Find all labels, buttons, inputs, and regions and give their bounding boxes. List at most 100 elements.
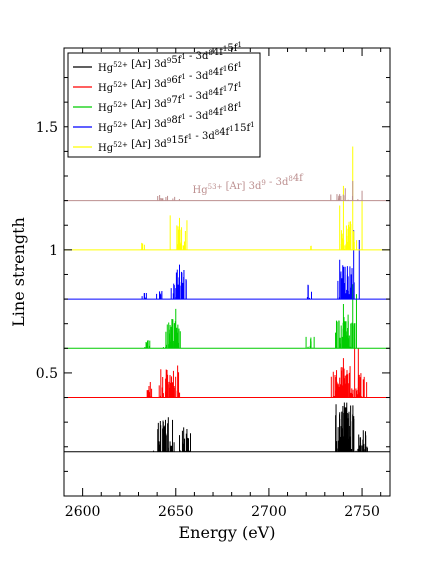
series-lines bbox=[141, 230, 360, 300]
txt: Hg bbox=[98, 63, 114, 74]
sup: 9 bbox=[167, 137, 171, 145]
legend-entry: Hg52+ [Ar] 3d95f1 - 3d84f15f1 bbox=[98, 41, 242, 74]
sup: 1 bbox=[181, 73, 185, 81]
sup: 1 bbox=[223, 85, 227, 93]
txt: - 3d bbox=[266, 177, 289, 188]
txt: 6f bbox=[171, 75, 182, 86]
txt: 15f bbox=[234, 123, 252, 134]
txt: Hg bbox=[98, 83, 114, 94]
y-axis-title: Line strength bbox=[9, 217, 28, 327]
txt: [Ar] 3d bbox=[128, 119, 168, 130]
sup: 8 bbox=[208, 89, 212, 97]
txt: 4f bbox=[293, 173, 304, 184]
txt: 6f bbox=[227, 63, 238, 74]
sup: 52+ bbox=[113, 61, 128, 69]
txt: [Ar] 3d bbox=[128, 99, 168, 110]
sup: 1 bbox=[229, 125, 233, 133]
series-lines bbox=[153, 402, 368, 452]
series-lines bbox=[157, 180, 363, 201]
series-0 bbox=[64, 402, 390, 453]
txt: 4f bbox=[213, 67, 224, 78]
sup: 1 bbox=[237, 61, 241, 69]
x-axis-title: Energy (eV) bbox=[179, 523, 276, 542]
sup: 1 bbox=[250, 121, 254, 129]
x-tick-label: 2700 bbox=[251, 504, 287, 520]
sup: 1 bbox=[223, 45, 227, 53]
sup: 8 bbox=[215, 129, 219, 137]
txt: 7f bbox=[227, 83, 238, 94]
txt: Hg bbox=[98, 103, 114, 114]
series-layer bbox=[64, 146, 390, 453]
txt: 4f bbox=[213, 87, 224, 98]
series-2 bbox=[64, 284, 390, 349]
txt: 5f bbox=[171, 55, 182, 66]
txt: Hg bbox=[98, 143, 114, 154]
sup: 8 bbox=[208, 69, 212, 77]
sup: 9 bbox=[167, 77, 171, 85]
sup: 1 bbox=[188, 133, 192, 141]
txt: Hg bbox=[193, 185, 209, 196]
txt: - 3d bbox=[186, 71, 209, 82]
hg53-annotation: Hg53+ [Ar] 3d9 - 3d84f bbox=[193, 173, 305, 196]
series-1 bbox=[64, 338, 390, 399]
series-lines bbox=[140, 146, 363, 250]
sup: 52+ bbox=[113, 141, 128, 149]
sup: 1 bbox=[237, 41, 241, 49]
txt: [Ar] 3d bbox=[128, 79, 168, 90]
sup: 8 bbox=[208, 49, 212, 57]
txt: 15f bbox=[171, 135, 189, 146]
txt: - 3d bbox=[186, 91, 209, 102]
x-tick-label: 2750 bbox=[344, 504, 380, 520]
txt: 4f bbox=[219, 127, 230, 138]
y-tick-label: 1.5 bbox=[36, 120, 58, 136]
series-5 bbox=[64, 180, 390, 202]
txt: 4f bbox=[213, 107, 224, 118]
axis-layer: 2600 2650 2700 2750 0.5 1 1.5 bbox=[36, 48, 390, 520]
sup: 52+ bbox=[113, 101, 128, 109]
sup: 8 bbox=[288, 175, 292, 183]
txt: 7f bbox=[171, 95, 182, 106]
sup: 1 bbox=[181, 93, 185, 101]
series-lines bbox=[144, 284, 357, 349]
legend-entry: Hg52+ [Ar] 3d98f1 - 3d84f18f1 bbox=[98, 101, 242, 134]
sup: 8 bbox=[208, 109, 212, 117]
txt: [Ar] 3d bbox=[128, 139, 168, 150]
y-tick-label: 1 bbox=[49, 243, 58, 259]
txt: [Ar] 3d bbox=[222, 181, 262, 192]
txt: - 3d bbox=[186, 51, 209, 62]
x-tick-label: 2600 bbox=[65, 504, 101, 520]
txt: Hg bbox=[98, 123, 114, 134]
txt: - 3d bbox=[192, 131, 215, 142]
series-3 bbox=[64, 230, 390, 300]
legend-box bbox=[67, 52, 261, 158]
sup: 1 bbox=[181, 113, 185, 121]
sup: 9 bbox=[167, 117, 171, 125]
legend-entry: Hg52+ [Ar] 3d915f1 - 3d84f115f1 bbox=[98, 121, 255, 154]
sup: 9 bbox=[167, 97, 171, 105]
txt: [Ar] 3d bbox=[128, 59, 168, 70]
plot-frame bbox=[63, 47, 391, 497]
sup: 1 bbox=[223, 65, 227, 73]
sup: 1 bbox=[181, 53, 185, 61]
sup: 1 bbox=[223, 105, 227, 113]
txt: 5f bbox=[227, 43, 238, 54]
sup: 1 bbox=[237, 81, 241, 89]
x-tick-label: 2650 bbox=[158, 504, 194, 520]
sup: 53+ bbox=[208, 183, 223, 191]
series-lines bbox=[145, 338, 368, 398]
txt: 4f bbox=[213, 47, 224, 58]
legend-entry: Hg52+ [Ar] 3d96f1 - 3d84f16f1 bbox=[98, 61, 242, 94]
sup: 52+ bbox=[113, 121, 128, 129]
txt: 8f bbox=[171, 115, 182, 126]
legend-entry: Hg52+ [Ar] 3d97f1 - 3d84f17f1 bbox=[98, 81, 242, 114]
y-tick-label: 0.5 bbox=[36, 366, 58, 382]
sup: 9 bbox=[261, 179, 265, 187]
series-4 bbox=[64, 146, 390, 251]
sup: 52+ bbox=[113, 81, 128, 89]
sup: 9 bbox=[167, 57, 171, 65]
txt: - 3d bbox=[186, 111, 209, 122]
txt: 8f bbox=[227, 103, 238, 114]
sup: 1 bbox=[237, 101, 241, 109]
